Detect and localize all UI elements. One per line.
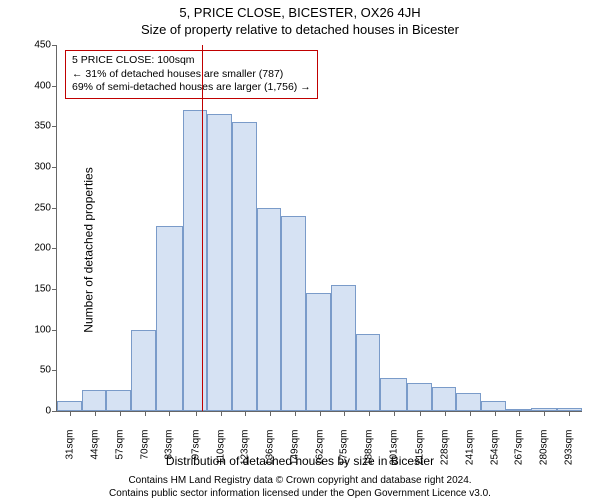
histogram-bar (456, 393, 481, 411)
y-tick-label: 400 (19, 80, 51, 91)
y-tick-label: 0 (19, 406, 51, 417)
x-tick-mark (544, 411, 545, 416)
histogram-bar (306, 293, 331, 411)
chart-title-address: 5, PRICE CLOSE, BICESTER, OX26 4JH (0, 5, 600, 20)
x-tick-mark (394, 411, 395, 416)
y-tick-label: 200 (19, 243, 51, 254)
annotation-line-3: 69% of semi-detached houses are larger (… (72, 81, 311, 95)
annotation-line-1: 5 PRICE CLOSE: 100sqm (72, 54, 311, 68)
x-tick-mark (120, 411, 121, 416)
histogram-bar (380, 378, 407, 411)
y-tick-mark (52, 208, 57, 209)
y-tick-label: 250 (19, 202, 51, 213)
y-tick-label: 300 (19, 162, 51, 173)
plot-area: 5 PRICE CLOSE: 100sqm ← 31% of detached … (56, 45, 582, 412)
histogram-bar (82, 390, 107, 411)
histogram-bar (183, 110, 208, 411)
y-tick-mark (52, 289, 57, 290)
histogram-bar (281, 216, 306, 411)
x-tick-mark (95, 411, 96, 416)
y-tick-mark (52, 330, 57, 331)
histogram-bar (531, 408, 558, 411)
x-tick-mark (145, 411, 146, 416)
chart-container: { "chart": { "type": "histogram", "title… (0, 0, 600, 500)
histogram-bar (106, 390, 131, 411)
x-tick-mark (169, 411, 170, 416)
x-tick-mark (569, 411, 570, 416)
y-tick-label: 150 (19, 284, 51, 295)
footer-line-1: Contains HM Land Registry data © Crown c… (0, 474, 600, 487)
y-tick-label: 50 (19, 365, 51, 376)
histogram-bar (506, 409, 531, 411)
histogram-bar (131, 330, 156, 411)
y-tick-label: 100 (19, 324, 51, 335)
x-tick-mark (420, 411, 421, 416)
y-tick-mark (52, 126, 57, 127)
x-tick-mark (295, 411, 296, 416)
histogram-bar (407, 383, 432, 411)
histogram-bar (156, 226, 183, 411)
x-tick-mark (470, 411, 471, 416)
x-tick-mark (369, 411, 370, 416)
annotation-box: 5 PRICE CLOSE: 100sqm ← 31% of detached … (65, 50, 318, 99)
y-tick-label: 350 (19, 121, 51, 132)
histogram-bar (57, 401, 82, 411)
x-tick-mark (70, 411, 71, 416)
y-tick-label: 450 (19, 40, 51, 51)
y-tick-mark (52, 248, 57, 249)
x-tick-mark (519, 411, 520, 416)
x-tick-mark (344, 411, 345, 416)
histogram-bar (331, 285, 356, 411)
x-tick-mark (445, 411, 446, 416)
y-tick-mark (52, 411, 57, 412)
histogram-bar (557, 408, 582, 411)
x-tick-mark (221, 411, 222, 416)
histogram-bar (432, 387, 457, 411)
histogram-bar (481, 401, 506, 411)
y-tick-mark (52, 167, 57, 168)
footer-line-2: Contains public sector information licen… (0, 487, 600, 500)
y-tick-mark (52, 45, 57, 46)
x-tick-mark (245, 411, 246, 416)
x-tick-mark (196, 411, 197, 416)
histogram-bar (232, 122, 257, 411)
chart-title-subtitle: Size of property relative to detached ho… (0, 22, 600, 37)
footer-attribution: Contains HM Land Registry data © Crown c… (0, 474, 600, 500)
histogram-bar (257, 208, 282, 411)
y-tick-mark (52, 86, 57, 87)
x-tick-mark (320, 411, 321, 416)
marker-line (202, 45, 203, 411)
x-tick-mark (270, 411, 271, 416)
x-axis-label: Distribution of detached houses by size … (0, 454, 600, 468)
histogram-bar (356, 334, 381, 411)
histogram-bar (207, 114, 232, 411)
annotation-line-2: ← 31% of detached houses are smaller (78… (72, 68, 311, 82)
x-tick-mark (495, 411, 496, 416)
y-tick-mark (52, 370, 57, 371)
